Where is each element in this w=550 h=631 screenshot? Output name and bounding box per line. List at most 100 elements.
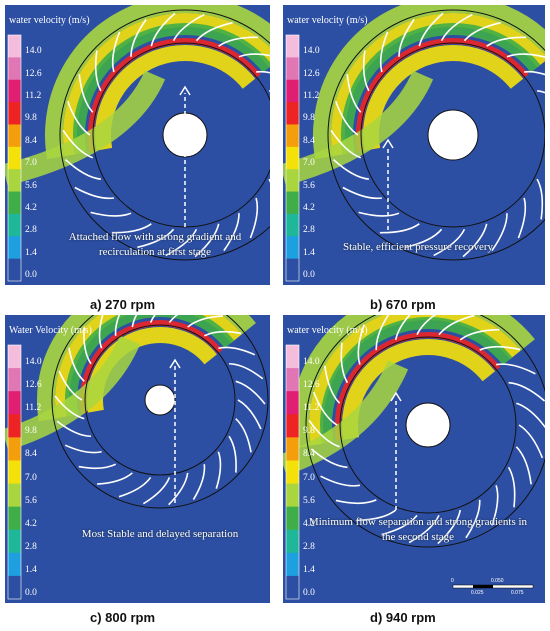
colorbar-tick-label: 0.0 — [303, 588, 315, 598]
blade — [54, 395, 85, 420]
inlet-jet — [5, 335, 141, 451]
colorbar-band — [286, 258, 299, 282]
colorbar-band — [286, 437, 299, 461]
caption: b) 670 rpm — [370, 297, 436, 312]
blade — [78, 463, 117, 470]
blade — [131, 315, 138, 328]
colorbar-band — [8, 437, 21, 461]
colorbar-tick-label: 1.4 — [303, 564, 315, 575]
colorbar-tick-label: 0.0 — [303, 270, 315, 280]
legend-title: water velocity (m/s) — [287, 325, 368, 336]
blade — [68, 347, 85, 382]
blade — [62, 129, 94, 159]
colorbar-band — [8, 258, 21, 282]
colorbar-tick-label: 4.2 — [303, 202, 315, 213]
colorbar-band — [286, 124, 299, 148]
blade — [462, 223, 488, 258]
scale-bar-label: 0.050 — [491, 578, 504, 584]
colorbar-band — [286, 345, 299, 369]
colorbar-tick-label: 2.8 — [25, 225, 37, 236]
blade — [517, 197, 527, 239]
blade — [97, 472, 133, 485]
blade — [56, 420, 91, 438]
caption: a) 270 rpm — [90, 297, 156, 312]
colorbar-tick-label: 11.2 — [303, 403, 320, 414]
blade — [491, 485, 499, 526]
colorbar-band — [8, 345, 21, 369]
colorbar-tick-label: 11.2 — [25, 403, 42, 414]
arrow-head — [179, 85, 191, 96]
colorbar-tick-label: 8.4 — [303, 449, 315, 460]
blade — [114, 315, 121, 336]
blade — [235, 380, 266, 405]
colorbar-band — [286, 79, 299, 103]
runner-outer — [59, 9, 270, 261]
blade — [268, 178, 270, 183]
annotation: Most Stable and delayed separation — [81, 528, 239, 540]
blade — [249, 197, 259, 239]
colorbar-tick-label: 14.0 — [303, 46, 320, 57]
blade — [508, 381, 545, 402]
blade — [310, 448, 348, 469]
flow-field — [283, 315, 545, 600]
scale-bar-label: 0 — [451, 578, 454, 584]
colorbar-band — [8, 529, 21, 554]
blade — [486, 36, 527, 47]
colorbar-band — [8, 552, 21, 577]
blade — [66, 101, 91, 136]
colorbar-tick-label: 1.4 — [25, 247, 37, 258]
scale-bar-label: 0.025 — [471, 590, 484, 596]
arrow-head — [390, 391, 402, 402]
colorbar-tick-label: 9.8 — [25, 426, 37, 437]
colorbar-band — [8, 57, 21, 81]
colorbar-tick-label: 0.0 — [25, 270, 37, 280]
blade — [342, 186, 383, 200]
arrow-head — [382, 138, 394, 149]
blade — [379, 223, 420, 234]
blade — [324, 365, 341, 404]
blade — [330, 129, 362, 159]
blade — [495, 363, 536, 375]
colorbar-tick-label: 7.0 — [25, 158, 37, 169]
caption: c) 800 rpm — [90, 610, 156, 625]
blade — [118, 476, 152, 498]
colorbar-band — [286, 368, 299, 392]
blade — [168, 472, 189, 506]
blade — [536, 178, 544, 220]
colorbar-band — [8, 191, 21, 215]
colorbar-tick-label: 14.0 — [25, 46, 42, 57]
blade — [405, 228, 443, 249]
blade — [130, 18, 147, 57]
colorbar-tick-label: 12.6 — [303, 68, 320, 79]
blade — [172, 13, 205, 42]
caption: d) 940 rpm — [370, 610, 436, 625]
blade — [90, 211, 132, 217]
colorbar-tick-label: 9.8 — [303, 113, 315, 124]
blade — [312, 391, 338, 426]
colorbar-band — [286, 460, 299, 485]
colorbar-band — [8, 368, 21, 392]
colorbar-band — [286, 414, 299, 438]
colorbar-band — [286, 506, 299, 531]
colorbar-tick-label: 12.6 — [303, 380, 320, 391]
colorbar-frame — [285, 344, 300, 600]
blade — [238, 53, 270, 58]
blade — [523, 70, 545, 76]
blade — [64, 444, 102, 454]
blade — [320, 475, 361, 487]
blade — [416, 315, 437, 336]
colorbar-band — [286, 169, 299, 193]
colorbar-tick-label: 5.6 — [303, 495, 315, 506]
colorbar-tick-label: 1.4 — [25, 564, 37, 575]
colorbar-band — [286, 146, 299, 170]
colorbar-band — [8, 35, 21, 58]
colorbar-tick-label: 5.6 — [25, 180, 37, 191]
legend-title: water velocity (m/s) — [9, 15, 90, 26]
blade — [334, 101, 359, 136]
colorbar-band — [286, 391, 299, 415]
colorbar-tick-label: 5.6 — [303, 180, 315, 191]
colorbar-tick-label: 2.8 — [303, 225, 315, 236]
colorbar-band — [8, 146, 21, 170]
colorbar-band — [8, 102, 21, 125]
